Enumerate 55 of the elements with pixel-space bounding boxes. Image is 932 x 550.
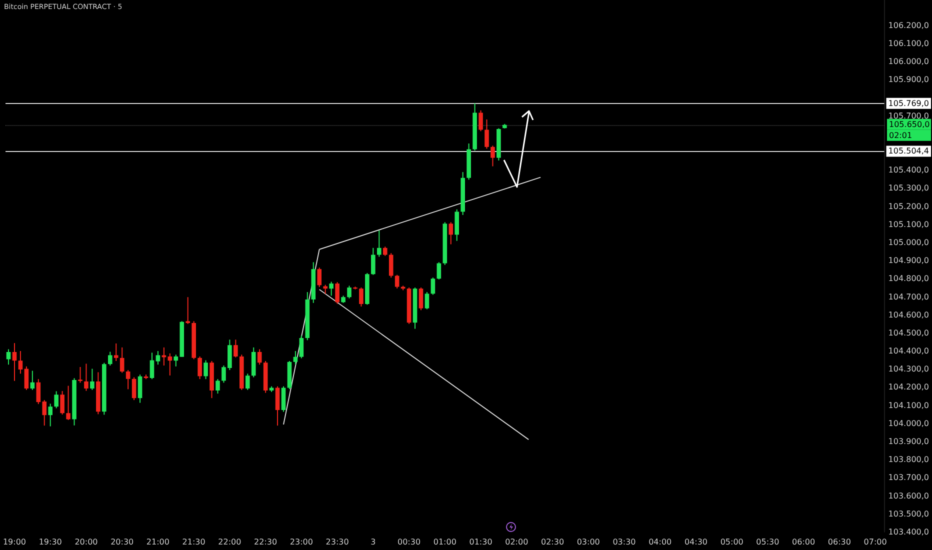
x-tick-label: 19:30 [38,538,62,546]
x-tick-label: 04:00 [648,538,672,546]
x-tick-label: 01:00 [433,538,456,546]
x-tick-label: 06:30 [828,538,851,546]
x-tick-label: 19:00 [2,538,26,546]
ref-line-label: 105.769,0 [888,98,930,108]
y-tick-label: 105.900,0 [888,75,930,84]
x-tick-label: 03:30 [612,538,636,546]
x-tick-label: 04:30 [684,538,708,546]
x-tick-label: 05:30 [756,538,780,546]
text: 02:01 [889,130,912,140]
y-tick-label: 104.900,0 [888,256,930,266]
y-tick-label: 103.500,0 [888,509,930,518]
y-tick-label: 103.900,0 [888,437,930,446]
y-tick-label: 105.300,0 [888,184,930,193]
x-tick-label: 23:30 [326,538,349,546]
y-tick-label: 104.600,0 [888,310,930,320]
x-tick-label: 3 [370,538,376,546]
y-tick-label: 104.100,0 [888,400,930,410]
y-tick-label: 104.500,0 [888,328,930,338]
x-tick-label: 07:00 [864,538,887,546]
y-tick-label: 104.300,0 [888,364,930,374]
text: 105.650,0 [889,120,930,129]
y-tick-label: 103.600,0 [888,491,930,500]
x-tick-label: 03:00 [576,538,600,546]
y-tick-label: 104.400,0 [888,346,930,356]
x-tick-label: 20:30 [110,538,134,546]
y-tick-label: 105.200,0 [888,202,930,211]
y-tick-label: 104.800,0 [888,274,930,284]
x-tick-label: 01:30 [469,538,492,546]
y-tick-label: 106.000,0 [888,57,930,66]
x-tick-label: 02:00 [505,538,528,546]
x-tick-label: 00:30 [398,538,421,546]
y-tick-label: 105.100,0 [888,220,930,229]
y-tick-label: 105.000,0 [888,238,930,247]
y-tick-label: 103.400,0 [888,528,930,536]
x-tick-label: 23:00 [290,538,313,546]
y-tick-label: 104.700,0 [888,292,930,302]
x-tick-label: 22:00 [218,538,242,546]
y-tick-label: 103.800,0 [888,455,930,464]
x-tick-label: 21:30 [182,538,206,546]
x-tick-label: 20:00 [74,538,98,546]
y-tick-label: 103.700,0 [888,473,930,482]
y-tick-label: 105.400,0 [888,166,930,175]
x-tick-label: 05:00 [720,538,744,546]
y-tick-label: 105.700,0 [888,111,930,120]
x-tick-label: 02:30 [540,538,564,546]
y-tick-label: 106.100,0 [888,38,930,48]
x-tick-label: 06:00 [792,538,816,546]
x-tick-label: 21:00 [146,538,170,546]
y-tick-label: 106.200,0 [888,20,930,30]
y-tick-label: 104.000,0 [888,418,930,428]
x-tick-label: 22:30 [254,538,278,546]
ref-line-label: 105.504,4 [888,146,930,156]
y-tick-label: 104.200,0 [888,382,930,392]
